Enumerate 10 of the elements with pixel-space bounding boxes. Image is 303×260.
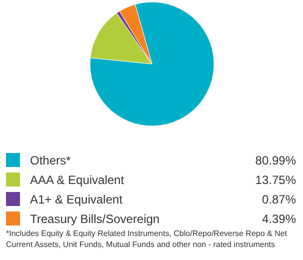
data-label: 13.75% (255, 173, 296, 187)
data-label: 4.39% (262, 212, 296, 226)
legend-label: AAA & Equivalent (30, 173, 125, 187)
legend-label: A1+ & Equivalent (30, 192, 124, 206)
pie-slice (90, 2, 214, 126)
data-label: 80.99% (255, 154, 296, 168)
legend-label: Others* (30, 154, 72, 168)
legend-label: Treasury Bills/Sovereign (30, 212, 160, 226)
text: *Includes Equity & Equity Related Instruments, Cblo/Repo/Reverse Repo & Net Current Assets, Unit Funds, Mutual Funds and other non - rated instruments (6, 229, 288, 249)
data-label: 0.87% (262, 192, 296, 206)
